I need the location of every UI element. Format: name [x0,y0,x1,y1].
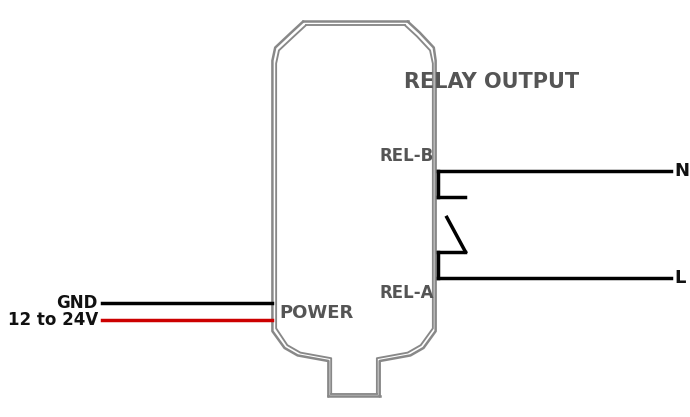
Text: REL-B: REL-B [380,147,434,165]
Text: N: N [674,162,689,180]
Text: 12 to 24V: 12 to 24V [8,311,98,329]
Text: GND: GND [57,294,98,312]
Text: POWER: POWER [280,304,354,322]
Text: RELAY OUTPUT: RELAY OUTPUT [404,72,579,92]
Text: REL-A: REL-A [380,284,434,301]
Text: L: L [674,269,686,287]
